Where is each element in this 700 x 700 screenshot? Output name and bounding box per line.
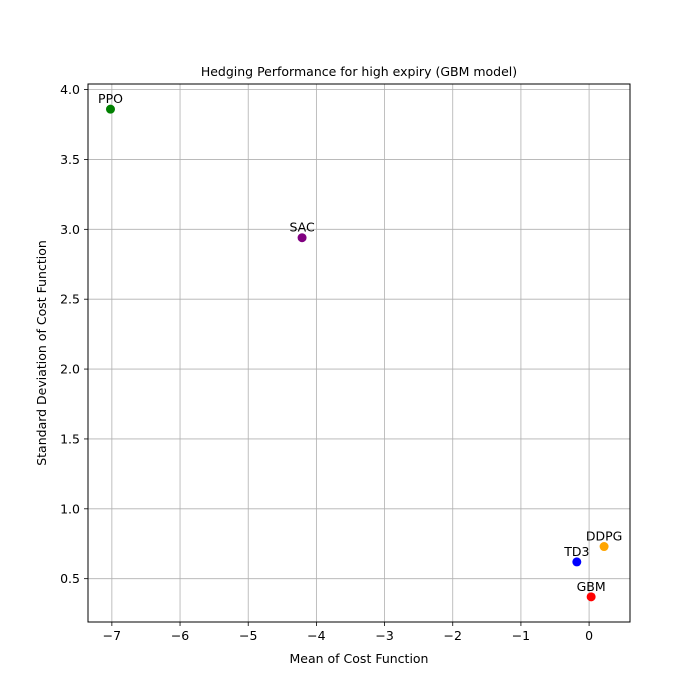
chart-title: Hedging Performance for high expiry (GBM…: [201, 64, 517, 79]
point-ddpg: [599, 542, 609, 552]
x-tick-label: −6: [171, 628, 189, 643]
x-tick-label: −2: [444, 628, 462, 643]
point-ppo: [105, 104, 115, 114]
point-label-td3: TD3: [563, 544, 589, 559]
y-tick-label: 1.5: [60, 431, 80, 446]
x-tick-label: 0: [585, 628, 593, 643]
point-label-sac: SAC: [289, 220, 314, 235]
y-tick-label: 3.0: [60, 222, 80, 237]
x-tick-label: −5: [239, 628, 257, 643]
point-td3: [572, 557, 582, 567]
x-axis-label: Mean of Cost Function: [290, 651, 429, 666]
y-axis-ticks: 0.5 1.0 1.5 2.0 2.5 3.0 3.5 4.0: [60, 82, 88, 586]
y-axis-label: Standard Deviation of Cost Function: [34, 240, 49, 466]
y-tick-label: 4.0: [60, 82, 80, 97]
x-axis-ticks: −7 −6 −5 −4 −3 −2 −1 0: [103, 622, 593, 643]
plot-frame: [87, 83, 631, 623]
y-tick-label: 2.0: [60, 362, 80, 377]
point-label-gbm: GBM: [577, 579, 606, 594]
y-tick-label: 0.5: [60, 571, 80, 586]
y-tick-label: 1.0: [60, 501, 80, 516]
x-tick-label: −4: [307, 628, 325, 643]
point-gbm: [586, 592, 596, 602]
point-label-ppo: PPO: [98, 91, 123, 106]
y-tick-label: 2.5: [60, 292, 80, 307]
grid: [88, 84, 630, 622]
x-tick-label: −3: [375, 628, 393, 643]
point-sac: [297, 233, 307, 243]
x-tick-label: −7: [103, 628, 121, 643]
x-tick-label: −1: [512, 628, 530, 643]
point-label-ddpg: DDPG: [586, 529, 622, 544]
y-tick-label: 3.5: [60, 152, 80, 167]
